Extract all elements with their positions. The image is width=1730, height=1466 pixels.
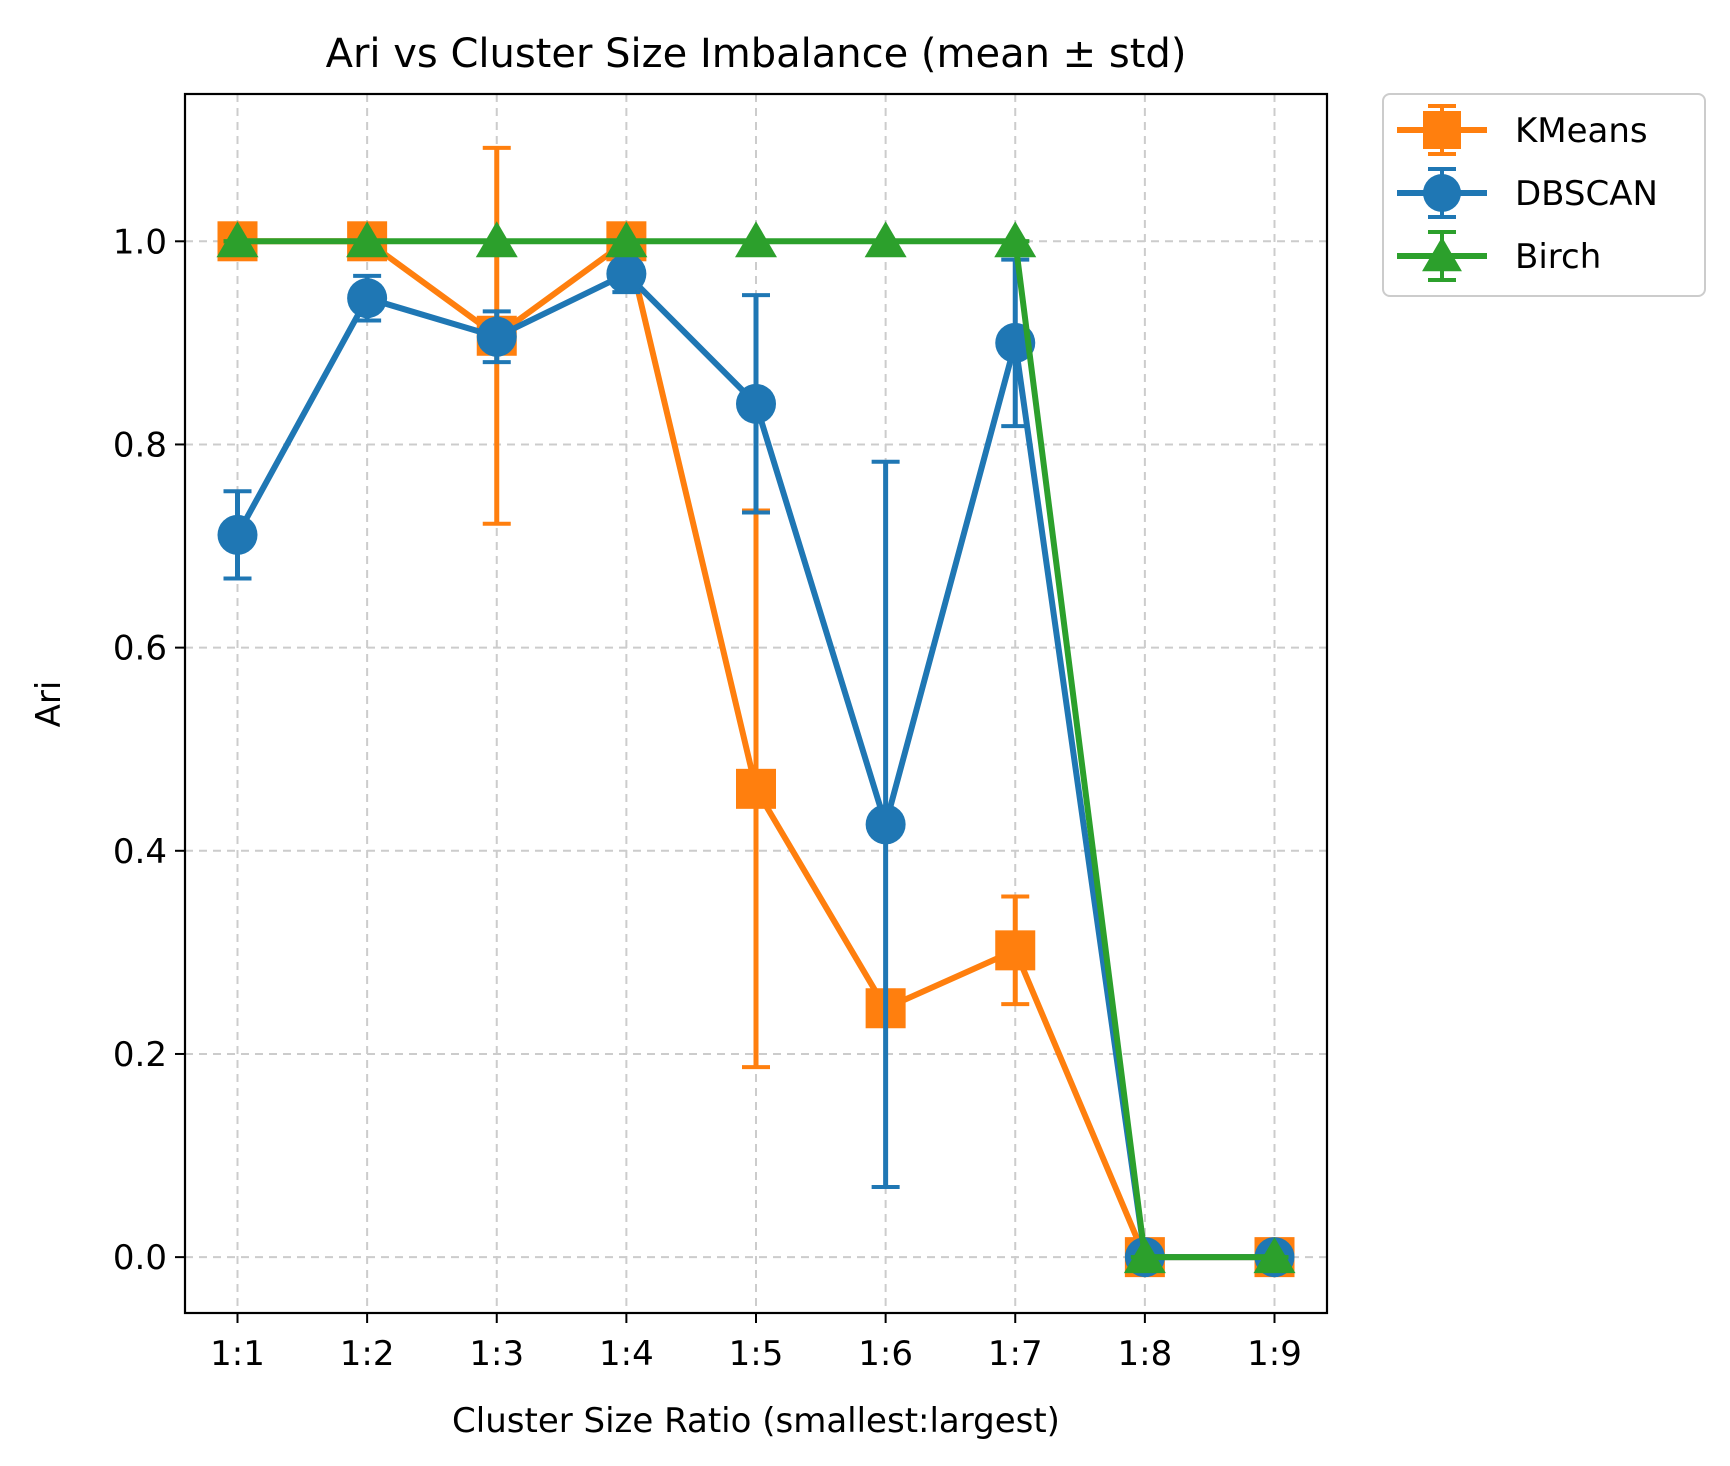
birch-point: [1253, 1237, 1296, 1274]
x-tick-label: 1:1: [210, 1334, 265, 1374]
birch-point: [475, 221, 518, 258]
x-tick-label: 1:4: [599, 1334, 654, 1374]
y-tick-label: 0.0: [113, 1238, 167, 1278]
y-tick-label: 0.6: [113, 629, 167, 669]
x-tick-label: 1:8: [1118, 1334, 1173, 1374]
series-layer: [216, 145, 1296, 1278]
birch-point: [346, 221, 389, 258]
legend-label-dbscan: DBSCAN: [1515, 174, 1658, 214]
birch-point: [864, 221, 907, 258]
y-tick-label: 0.2: [113, 1035, 167, 1075]
dbscan-point: [736, 383, 776, 424]
x-tick-label: 1:6: [858, 1334, 913, 1374]
birch-point: [1123, 1237, 1166, 1274]
birch-point: [605, 221, 648, 258]
x-tick-label: 1:9: [1247, 1334, 1302, 1374]
axes: 1:1 1:2 1:3 1:4 1:5 1:6 1:7 1:8 1:9 0.0 0.2 0.4 0.6 0…: [113, 222, 1302, 1374]
legend-label-birch: Birch: [1515, 237, 1601, 277]
birch-point: [994, 221, 1037, 258]
birch-point: [216, 221, 259, 258]
legend-marker: [1422, 237, 1462, 272]
x-axis-label: Cluster Size Ratio (smallest:largest): [452, 1401, 1060, 1441]
y-tick-label: 0.8: [113, 425, 167, 465]
series-birch: [216, 221, 1296, 1274]
legend-marker: [1423, 111, 1461, 149]
dbscan-point: [217, 514, 258, 555]
legend-entry-birch: Birch: [1397, 230, 1601, 282]
legend-label-kmeans: KMeans: [1515, 111, 1648, 151]
y-tick-label: 0.4: [113, 832, 167, 872]
y-axis-label: Ari: [29, 681, 69, 728]
chart-title: Ari vs Cluster Size Imbalance (mean ± st…: [326, 31, 1187, 77]
kmeans-point: [995, 930, 1036, 971]
y-tick-label: 1.0: [113, 222, 167, 262]
kmeans-point: [736, 768, 776, 809]
legend: KMeans DBSCAN Birch: [1382, 93, 1706, 297]
x-tick-label: 1:5: [729, 1334, 784, 1374]
dbscan-point: [606, 253, 647, 294]
x-tick-label: 1:3: [469, 1334, 524, 1374]
dbscan-point: [347, 278, 388, 319]
x-tick-label: 1:2: [340, 1334, 395, 1374]
legend-frame: [1382, 93, 1706, 297]
dbscan-point: [476, 316, 517, 357]
legend-marker: [1423, 174, 1461, 212]
dbscan-point: [865, 804, 906, 845]
legend-entry-dbscan: DBSCAN: [1397, 167, 1658, 219]
x-tick-label: 1:7: [988, 1334, 1043, 1374]
birch-point: [735, 221, 777, 258]
legend-entry-kmeans: KMeans: [1397, 104, 1648, 156]
